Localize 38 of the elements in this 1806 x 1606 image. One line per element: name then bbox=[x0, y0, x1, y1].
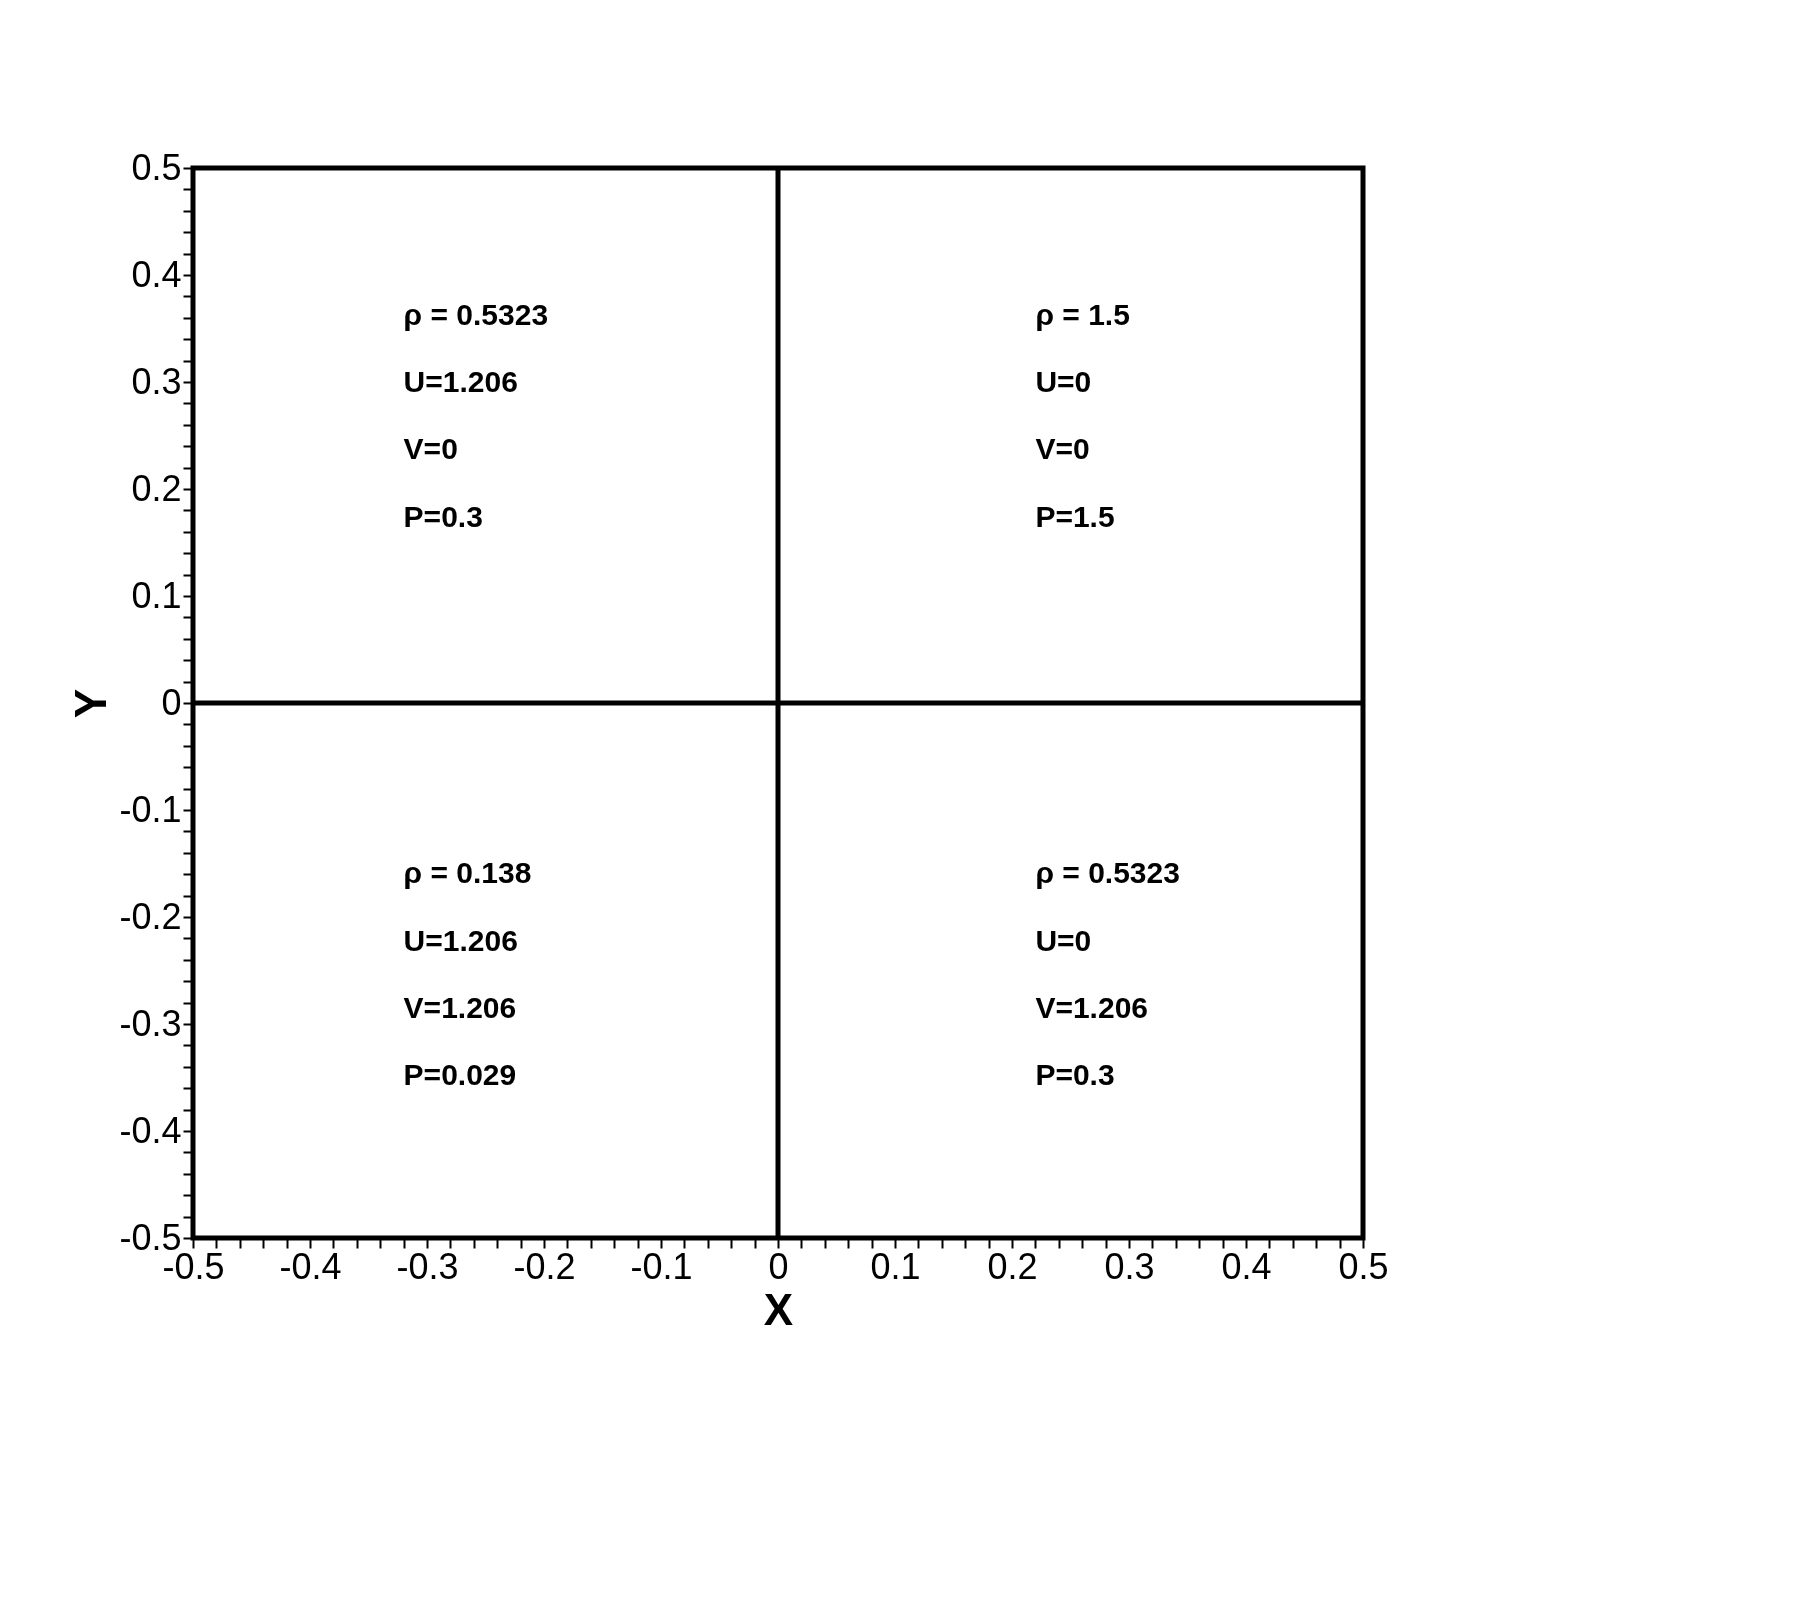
y-tick-label: 0.1 bbox=[131, 574, 182, 616]
annotation: V=1.206 bbox=[1035, 991, 1149, 1025]
y-tick-label: 0.4 bbox=[131, 253, 182, 295]
annotation: P=1.5 bbox=[1035, 499, 1115, 533]
x-tick-label: -0.2 bbox=[513, 1245, 576, 1287]
x-tick-label: 0.1 bbox=[870, 1245, 921, 1287]
y-tick-label: 0 bbox=[161, 681, 182, 723]
annotation: ρ = 0.138 bbox=[403, 856, 532, 890]
annotation: U=1.206 bbox=[403, 365, 518, 399]
annotation: ρ = 0.5323 bbox=[1035, 856, 1180, 890]
annotation: ρ = 1.5 bbox=[1035, 297, 1130, 331]
annotation: V=0 bbox=[1035, 432, 1090, 466]
y-tick-label: -0.3 bbox=[119, 1002, 182, 1044]
x-tick-label: 0 bbox=[768, 1245, 789, 1287]
x-tick-label: 0.4 bbox=[1221, 1245, 1272, 1287]
annotation: V=1.206 bbox=[403, 991, 517, 1025]
x-tick-label: 0.3 bbox=[1104, 1245, 1155, 1287]
x-tick-label: -0.4 bbox=[279, 1245, 342, 1287]
y-tick-label: 0.2 bbox=[131, 467, 182, 509]
annotation: ρ = 0.5323 bbox=[403, 297, 549, 331]
annotation: U=1.206 bbox=[403, 923, 518, 957]
y-tick-label: 0.5 bbox=[131, 146, 182, 188]
y-tick-label: -0.4 bbox=[119, 1109, 182, 1151]
x-axis-title: X bbox=[763, 1284, 794, 1334]
annotation: P=0.3 bbox=[403, 499, 483, 533]
annotation: P=0.029 bbox=[403, 1058, 517, 1092]
y-axis-title: Y bbox=[66, 688, 116, 719]
x-tick-label: -0.3 bbox=[396, 1245, 459, 1287]
y-tick-label: 0.3 bbox=[131, 360, 182, 402]
annotation: P=0.3 bbox=[1035, 1058, 1115, 1092]
annotation: U=0 bbox=[1035, 923, 1092, 957]
x-tick-label: 0.5 bbox=[1338, 1245, 1389, 1287]
y-tick-label: -0.1 bbox=[119, 788, 182, 830]
annotation: V=0 bbox=[403, 432, 458, 466]
y-tick-label: -0.2 bbox=[119, 895, 182, 937]
x-tick-label: -0.1 bbox=[630, 1245, 693, 1287]
annotation: U=0 bbox=[1035, 365, 1092, 399]
x-tick-label: 0.2 bbox=[987, 1245, 1038, 1287]
